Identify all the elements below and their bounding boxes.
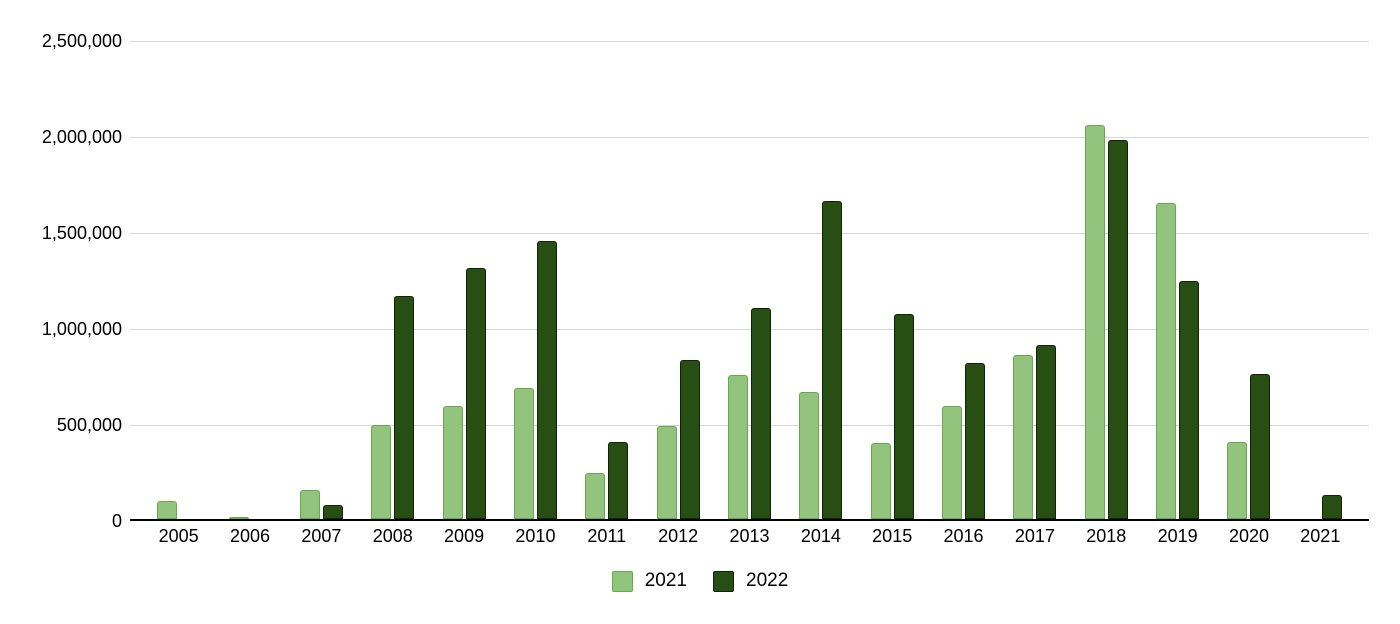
y-axis-tick-label: 500,000	[56, 415, 122, 435]
bar-2021-2012	[656, 426, 677, 519]
bar-2021-2019	[1156, 202, 1177, 519]
bar-2021-2008	[371, 425, 392, 519]
bar-2022-2010	[536, 240, 557, 519]
bar-2022-2017	[1036, 345, 1057, 519]
x-axis-tick-label: 2013	[729, 526, 770, 546]
x-axis-tick-label: 2007	[301, 526, 342, 546]
legend-swatch-2022	[713, 570, 734, 592]
bar-2021-2020	[1227, 441, 1248, 519]
x-axis-tick-label: 2014	[800, 526, 841, 546]
bar-2022-2016	[965, 363, 986, 519]
bar-2022-2013	[751, 307, 771, 519]
legend-item-2022: 2022	[713, 570, 788, 592]
x-axis-tick-label: 2021	[1300, 526, 1341, 546]
x-axis-tick-label: 2006	[229, 526, 271, 546]
bar-2022-2011	[608, 441, 629, 519]
x-axis-tick-label: 2011	[587, 526, 627, 546]
bar-2022-2012	[679, 360, 700, 519]
legend-label: 2022	[746, 570, 789, 591]
x-axis-tick-label: 2012	[658, 526, 699, 546]
bar-2021-2006	[228, 516, 249, 519]
x-axis-tick-label: 2016	[943, 526, 984, 546]
bar-2021-2017	[1013, 354, 1034, 519]
gridline-500000	[130, 424, 1369, 426]
legend-swatch-2021	[611, 570, 633, 592]
x-axis-tick-label: 2015	[872, 526, 913, 546]
y-axis-tick-label: 2,500,000	[41, 31, 122, 51]
bar-2022-2014	[822, 200, 843, 519]
x-axis-tick-label: 2008	[372, 526, 413, 546]
gridline-2000000	[130, 136, 1369, 138]
y-axis-tick-label: 1,500,000	[41, 223, 122, 243]
bar-2021-2007	[299, 490, 320, 519]
y-axis-tick-label: 2,000,000	[41, 127, 122, 147]
bar-2022-2008	[394, 296, 415, 519]
bar-2022-2021	[1321, 495, 1342, 519]
bar-2021-2018	[1084, 125, 1105, 519]
bar-2022-2019	[1179, 280, 1200, 519]
bar-2021-2013	[728, 374, 748, 519]
x-axis-tick-label: 2009	[444, 526, 485, 546]
bar-2022-2009	[465, 267, 486, 519]
legend-item-2021: 2021	[611, 570, 687, 592]
y-axis-tick-label: 0	[111, 511, 122, 531]
x-axis-baseline	[130, 519, 1369, 521]
x-axis-tick-label: 2010	[515, 526, 556, 546]
bar-2021-2015	[870, 443, 891, 519]
bar-2022-2007	[322, 504, 343, 519]
bar-2021-2005	[157, 500, 178, 519]
y-axis-tick-label: 1,000,000	[41, 319, 122, 339]
plot-area	[130, 40, 1369, 521]
gridline-1500000	[130, 232, 1369, 234]
bar-2021-2011	[585, 473, 606, 519]
bar-2022-2015	[893, 314, 914, 519]
x-axis-tick-label: 2017	[1014, 526, 1055, 546]
x-axis-tick-label: 2018	[1086, 526, 1127, 546]
bar-2021-2014	[799, 391, 820, 519]
bar-2022-2018	[1107, 140, 1128, 519]
x-axis-tick-label: 2020	[1228, 526, 1269, 546]
bar-2022-2020	[1250, 373, 1271, 519]
legend: 2021 2022	[0, 570, 1400, 592]
bar-2021-2016	[942, 406, 963, 519]
gridline-2500000	[130, 40, 1369, 42]
legend-label: 2021	[644, 570, 687, 591]
bar-2021-2010	[513, 388, 534, 519]
x-axis-tick-label: 2019	[1157, 526, 1198, 546]
gridline-1000000	[130, 328, 1369, 330]
bar-2021-2009	[442, 406, 463, 519]
x-axis-tick-label: 2005	[158, 526, 199, 546]
